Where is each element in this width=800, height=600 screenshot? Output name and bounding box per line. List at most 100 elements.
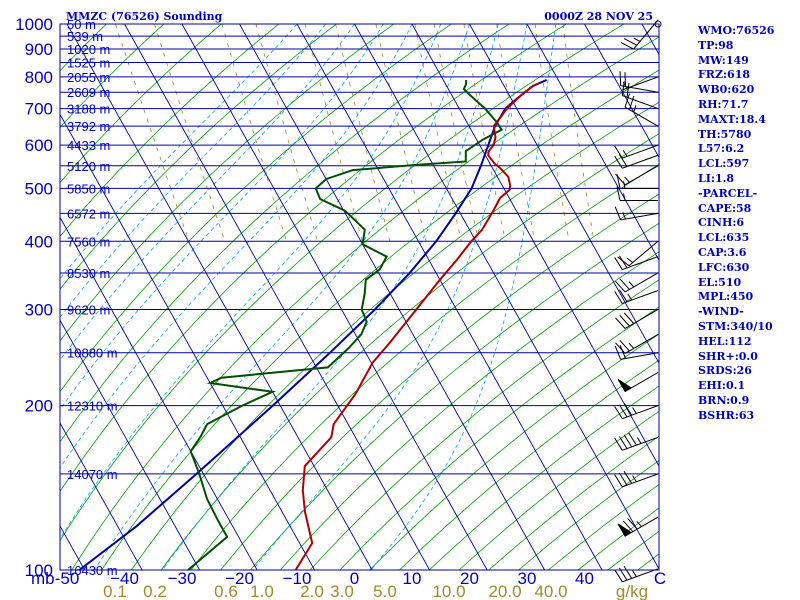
mixing-ratio-tick-label: 10.0 bbox=[432, 582, 465, 600]
wind-barb bbox=[614, 289, 659, 304]
height-label: 5850 m bbox=[67, 181, 110, 196]
isotherm bbox=[181, 24, 488, 570]
height-label: 4433 m bbox=[67, 138, 110, 153]
temperature-tick-label: −30 bbox=[168, 569, 197, 588]
mixing-ratio-tick-label: 1.0 bbox=[250, 582, 274, 600]
moist-adiabat bbox=[252, 24, 528, 570]
mixing-ratio-tick-label: 0.1 bbox=[103, 582, 127, 600]
mixing-ratio-line bbox=[534, 24, 570, 242]
dry-adiabat bbox=[101, 69, 659, 570]
height-label: 3188 m bbox=[67, 102, 110, 117]
wind-barb bbox=[621, 81, 659, 110]
index-item: STM:340/10 bbox=[698, 319, 773, 333]
pressure-tick-label: 300 bbox=[25, 301, 53, 320]
wind-barb bbox=[614, 154, 659, 169]
pressure-tick-label: 600 bbox=[25, 136, 53, 155]
mixing-ratio-tick-label: 3.0 bbox=[330, 582, 354, 600]
mixing-ratio-line bbox=[433, 24, 480, 242]
wind-barb bbox=[624, 93, 659, 127]
isotherm bbox=[584, 24, 659, 159]
mixing-ratio-line bbox=[115, 24, 190, 242]
dry-adiabat bbox=[131, 101, 659, 570]
wind-barb bbox=[614, 565, 659, 583]
chart-grid bbox=[60, 24, 659, 570]
wind-barb bbox=[615, 309, 659, 329]
wind-barb bbox=[617, 516, 659, 537]
mixing-ratio-tick-label: 20.0 bbox=[488, 582, 521, 600]
mixing-ratio-line bbox=[463, 24, 506, 242]
index-item: SRDS:26 bbox=[698, 364, 752, 378]
index-item: SHR+:0.0 bbox=[698, 349, 758, 363]
moist-adiabat bbox=[94, 24, 470, 570]
wind-barb bbox=[614, 345, 659, 360]
isotherm bbox=[60, 422, 143, 570]
temperature-tick-label: 30 bbox=[518, 569, 537, 588]
wind-barb bbox=[614, 206, 659, 221]
moist-adiabat bbox=[162, 24, 499, 570]
height-label: 9620 m bbox=[67, 303, 110, 318]
isotherm bbox=[296, 24, 603, 570]
wind-barb bbox=[619, 71, 659, 93]
isotherm bbox=[239, 24, 545, 570]
index-item: MW:149 bbox=[698, 53, 749, 67]
index-item: LI:1.8 bbox=[698, 171, 735, 185]
index-item: EL:510 bbox=[698, 275, 742, 289]
height-label: 6572 m bbox=[67, 206, 110, 221]
index-item: WB0:620 bbox=[698, 83, 755, 97]
height-label: 3792 m bbox=[67, 119, 110, 134]
pressure-tick-label: 200 bbox=[25, 397, 53, 416]
moist-adiabat bbox=[370, 24, 557, 570]
index-item: CAP:3.6 bbox=[698, 245, 747, 259]
wind-barb bbox=[614, 255, 659, 271]
isotherm bbox=[60, 113, 315, 570]
wind-barb bbox=[614, 402, 659, 420]
wind-barb bbox=[617, 372, 659, 393]
index-item: HEL:112 bbox=[698, 334, 752, 348]
isotherm bbox=[411, 24, 659, 467]
height-label: 8530 m bbox=[67, 266, 110, 281]
wind-barb bbox=[614, 471, 659, 488]
index-item: TH:5780 bbox=[698, 127, 752, 141]
dry-adiabat bbox=[60, 24, 625, 542]
index-item: BRN:0.9 bbox=[698, 393, 750, 407]
wind-barb bbox=[616, 174, 658, 189]
height-label: 2609 m bbox=[67, 85, 110, 100]
isotherm bbox=[66, 24, 373, 570]
index-item: BSHR:63 bbox=[698, 408, 755, 422]
chart-profiles bbox=[78, 78, 548, 570]
index-item: RH:71.7 bbox=[698, 97, 749, 111]
index-item: WMO:76526 bbox=[698, 24, 775, 37]
temperature-tick-label: 0 bbox=[350, 569, 359, 588]
height-label: 10880 m bbox=[67, 346, 118, 361]
wind-barbs bbox=[614, 19, 662, 583]
isotherm bbox=[354, 24, 659, 570]
temperature-unit-label: C bbox=[654, 569, 666, 588]
indices-panel: WMO:76526 TP:98 MW:149 FRZ:618 WB0:620 RH:71.… bbox=[698, 24, 798, 424]
mixing-ratio-line bbox=[562, 24, 595, 242]
pressure-tick-label: 100 bbox=[25, 561, 53, 580]
isotherm bbox=[60, 319, 200, 570]
isotherm bbox=[60, 216, 258, 570]
index-item: TP:98 bbox=[698, 38, 734, 52]
pressure-unit-label: mb bbox=[31, 569, 55, 588]
temperature-trace bbox=[294, 81, 541, 570]
pressure-tick-label: 1000 bbox=[15, 15, 53, 34]
height-label: 2055 m bbox=[67, 70, 110, 85]
isotherm bbox=[124, 24, 430, 570]
index-item: MAXT:18.4 bbox=[698, 112, 766, 126]
index-item: EHI:0.1 bbox=[698, 379, 746, 393]
height-label: 14070 m bbox=[67, 467, 118, 482]
plot-frame bbox=[59, 23, 660, 571]
wind-barb bbox=[615, 272, 659, 293]
mixing-ratio-tick-label: 40.0 bbox=[534, 582, 567, 600]
moist-adiabat bbox=[60, 24, 384, 411]
wind-barb bbox=[614, 144, 659, 159]
temperature-tick-label: 20 bbox=[460, 569, 479, 588]
wind-barb bbox=[620, 19, 659, 50]
temperature-tick-label: -50 bbox=[55, 569, 80, 588]
mixing-ratio-line bbox=[154, 24, 226, 242]
isotherm bbox=[526, 24, 659, 262]
wind-barb bbox=[614, 432, 659, 451]
